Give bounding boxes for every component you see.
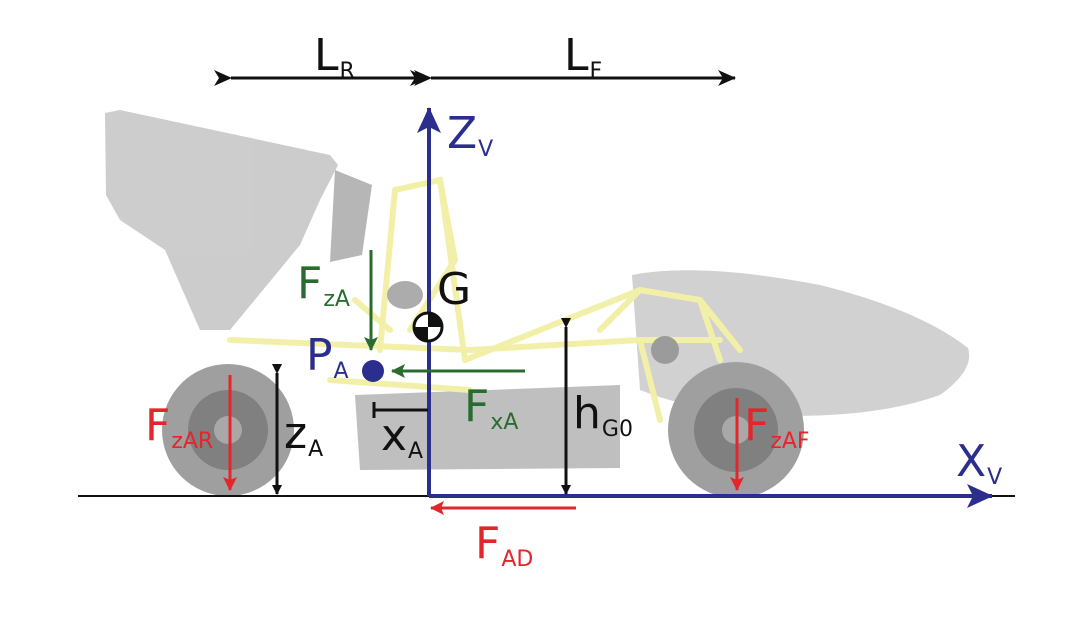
xa-label: xA [381, 414, 423, 463]
fza-label: FzA [297, 262, 350, 311]
zv-label-main: Z [447, 108, 478, 159]
lf-label-sub: F [589, 59, 603, 84]
fza-label-sub: zA [323, 287, 350, 312]
hg0-label: hG0 [573, 392, 633, 441]
fad-label: FAD [475, 522, 533, 571]
fzaf-label-sub: zAF [770, 429, 810, 454]
fzar-label: FzAR [145, 404, 213, 453]
lr-label-main: L [314, 30, 339, 81]
fxa-label-sub: xA [490, 410, 519, 435]
side-pod [355, 385, 620, 470]
rear-wing [105, 110, 338, 330]
xv-label: XV [956, 440, 1002, 489]
fzaf-label: FzAF [744, 404, 810, 453]
g-label-main: G [437, 264, 472, 315]
zv-label-sub: V [478, 137, 494, 162]
lf-label: LF [564, 34, 602, 83]
xa-dimension-bar [372, 402, 428, 418]
lr-label: LR [314, 34, 355, 83]
fzar-label-sub: zAR [171, 429, 214, 454]
xa-label-main: x [381, 410, 408, 461]
aero-center-point-icon [362, 360, 384, 382]
pa-label: PA [306, 334, 349, 383]
fad-label-sub: AD [501, 547, 534, 572]
fza-label-main: F [297, 258, 323, 309]
hg0-label-main: h [573, 388, 601, 439]
za-label: zA [284, 412, 323, 461]
fzaf-label-main: F [744, 400, 770, 451]
zv-label: ZV [447, 112, 493, 161]
g-label: G [437, 268, 471, 312]
hg0-label-sub: G0 [601, 417, 633, 442]
car-illustration [105, 110, 970, 498]
pa-label-sub: A [333, 359, 349, 384]
fzar-label-main: F [145, 400, 171, 451]
za-label-main: z [284, 408, 308, 459]
fxa-label: FxA [464, 385, 518, 434]
pa-label-main: P [306, 330, 333, 381]
cog-symbol-icon [412, 311, 444, 343]
fxa-label-main: F [464, 381, 490, 432]
lr-label-sub: R [339, 59, 355, 84]
xa-label-sub: A [408, 439, 424, 464]
rear-wing-endplate [330, 170, 372, 262]
za-label-sub: A [308, 437, 324, 462]
fad-label-main: F [475, 518, 501, 569]
xv-label-main: X [956, 436, 987, 487]
lf-label-main: L [564, 30, 589, 81]
xv-label-sub: V [987, 465, 1003, 490]
